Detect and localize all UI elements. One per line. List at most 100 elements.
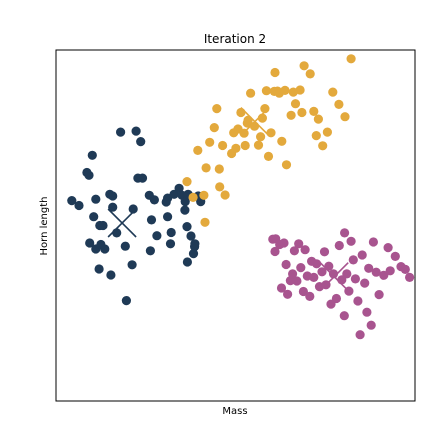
data-point-cluster-1 [152, 231, 162, 241]
data-point-cluster-3 [340, 228, 350, 238]
data-point-cluster-1 [94, 264, 104, 274]
data-point-cluster-3 [353, 296, 363, 306]
data-point-cluster-1 [131, 126, 141, 136]
data-point-cluster-3 [317, 267, 327, 277]
data-point-cluster-3 [342, 269, 352, 279]
data-point-cluster-3 [366, 320, 376, 330]
data-point-cluster-1 [166, 227, 176, 238]
data-point-cluster-2 [266, 128, 276, 138]
data-point-cluster-1 [180, 205, 190, 215]
data-point-cluster-1 [180, 197, 190, 207]
data-point-cluster-2 [218, 140, 228, 151]
x-axis-label: Mass [222, 406, 247, 417]
data-point-cluster-2 [290, 99, 301, 109]
data-point-cluster-2 [209, 123, 219, 133]
data-point-cluster-2 [214, 164, 224, 174]
data-point-cluster-1 [89, 212, 99, 222]
data-point-cluster-3 [270, 246, 280, 257]
data-point-cluster-3 [400, 264, 410, 274]
data-point-cluster-1 [96, 239, 106, 250]
data-point-cluster-2 [215, 182, 225, 192]
data-point-cluster-2 [311, 131, 321, 141]
data-point-cluster-2 [212, 104, 222, 114]
data-point-cluster-3 [379, 270, 389, 280]
data-point-cluster-2 [263, 151, 274, 161]
data-point-cluster-1 [116, 127, 126, 137]
data-point-cluster-1 [108, 202, 118, 212]
data-point-cluster-1 [120, 241, 130, 251]
data-point-cluster-2 [281, 160, 292, 170]
data-point-cluster-3 [348, 255, 358, 265]
data-point-cluster-2 [305, 69, 315, 79]
data-point-cluster-3 [309, 272, 319, 282]
data-point-cluster-3 [300, 245, 310, 255]
data-point-cluster-2 [188, 192, 198, 202]
data-point-cluster-2 [193, 145, 203, 155]
centroid-marker-1 [107, 208, 137, 238]
data-point-cluster-1 [84, 170, 94, 180]
data-point-cluster-3 [288, 269, 298, 279]
data-point-cluster-3 [294, 239, 304, 249]
data-point-cluster-2 [261, 86, 271, 96]
data-point-cluster-1 [145, 246, 155, 256]
data-point-cluster-2 [286, 110, 296, 120]
data-point-cluster-2 [236, 107, 246, 118]
data-point-cluster-2 [277, 136, 287, 146]
data-point-cluster-3 [364, 263, 374, 273]
data-point-cluster-1 [121, 296, 131, 306]
centroid-marker-3 [319, 262, 349, 292]
data-point-cluster-1 [112, 228, 122, 238]
data-point-cluster-2 [297, 107, 307, 118]
data-point-cluster-1 [106, 270, 116, 280]
data-point-cluster-1 [174, 183, 184, 193]
data-point-cluster-1 [91, 194, 101, 204]
data-point-cluster-2 [242, 118, 252, 128]
data-point-cluster-3 [350, 274, 360, 284]
data-point-cluster-3 [319, 247, 330, 257]
data-point-cluster-3 [276, 283, 287, 293]
data-point-cluster-3 [281, 259, 291, 270]
y-axis-label: Horn length [39, 197, 50, 256]
data-point-cluster-3 [305, 291, 315, 301]
data-point-cluster-2 [328, 87, 338, 97]
data-point-cluster-2 [318, 141, 328, 151]
plot-frame [55, 49, 416, 402]
data-point-cluster-3 [360, 278, 370, 288]
data-point-cluster-2 [200, 217, 210, 227]
data-point-cluster-3 [289, 246, 299, 256]
data-point-cluster-2 [346, 54, 356, 64]
data-point-cluster-1 [165, 239, 176, 249]
data-point-cluster-3 [385, 266, 395, 276]
data-point-cluster-1 [182, 257, 192, 267]
data-point-cluster-3 [362, 307, 372, 317]
data-point-cluster-1 [108, 191, 118, 201]
data-point-cluster-1 [98, 220, 108, 231]
data-point-cluster-2 [313, 114, 323, 124]
chart-title: Iteration 2 [204, 32, 266, 46]
data-point-cluster-1 [137, 173, 148, 183]
data-point-cluster-1 [74, 200, 84, 211]
data-point-cluster-3 [283, 289, 293, 299]
data-point-cluster-3 [374, 290, 384, 300]
data-point-cluster-2 [260, 104, 270, 114]
data-point-cluster-1 [67, 196, 77, 206]
data-point-cluster-3 [390, 251, 400, 261]
data-point-cluster-2 [253, 140, 264, 150]
data-point-cluster-3 [405, 272, 415, 282]
data-point-cluster-3 [346, 236, 356, 246]
centroid-marker-2 [240, 107, 270, 137]
data-point-cluster-3 [368, 237, 378, 247]
data-point-cluster-2 [256, 132, 266, 142]
data-point-cluster-3 [279, 238, 289, 248]
points-layer [67, 54, 415, 340]
data-point-cluster-2 [231, 143, 241, 153]
data-point-cluster-3 [296, 263, 306, 273]
data-point-cluster-2 [220, 190, 230, 200]
data-point-cluster-2 [322, 127, 332, 137]
data-point-cluster-2 [201, 163, 211, 173]
data-point-cluster-2 [295, 85, 305, 95]
data-point-cluster-3 [312, 259, 322, 269]
data-point-cluster-1 [146, 215, 157, 225]
